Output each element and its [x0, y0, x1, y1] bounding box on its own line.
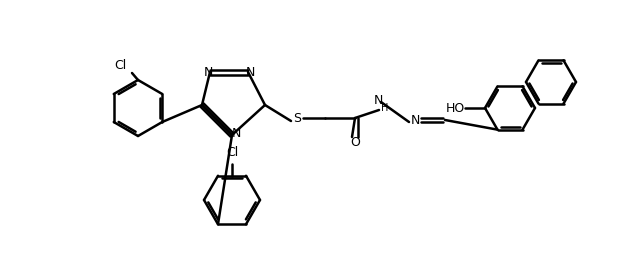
- Text: N: N: [373, 94, 383, 106]
- Text: O: O: [350, 136, 360, 148]
- Text: N: N: [231, 127, 241, 139]
- Text: N: N: [204, 66, 212, 78]
- Text: S: S: [293, 111, 301, 125]
- Text: H: H: [381, 103, 388, 113]
- Text: Cl: Cl: [114, 59, 126, 71]
- Text: HO: HO: [445, 102, 465, 115]
- Text: N: N: [410, 113, 420, 127]
- Text: Cl: Cl: [226, 146, 238, 158]
- Text: N: N: [245, 66, 255, 78]
